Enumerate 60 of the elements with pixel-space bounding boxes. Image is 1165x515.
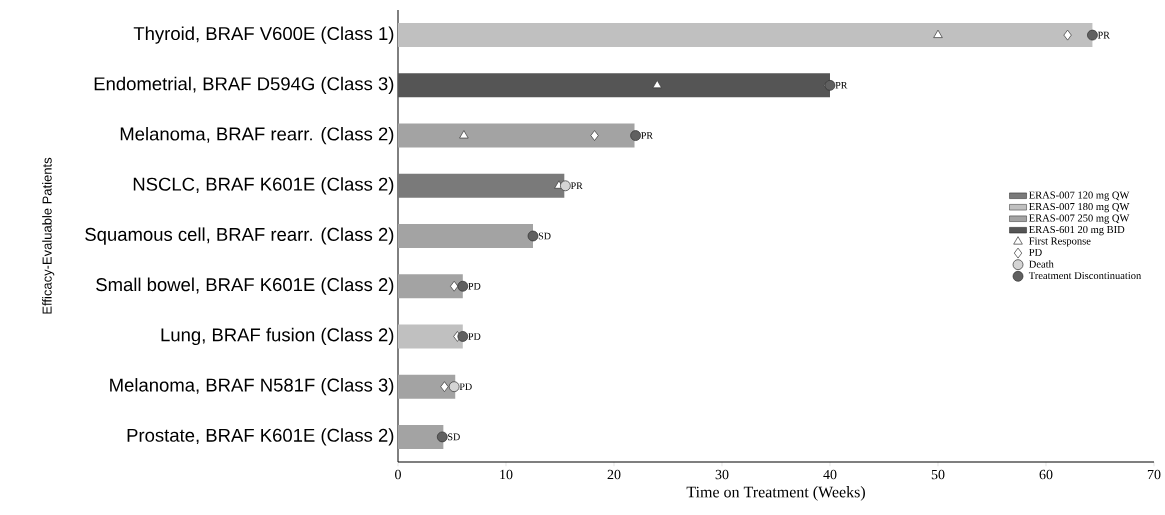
point [1087,29,1098,41]
bar [398,224,533,249]
x-tick-label: 30 [715,469,729,480]
point [630,130,641,141]
point [457,331,469,342]
legend-label: First Response [1029,237,1091,247]
y-tick-label: Prostate, BRAF K601E (Class 2) [127,428,394,446]
bar [398,274,463,299]
x-tick-label: 20 [607,469,621,480]
point [933,29,943,38]
x-axis-title: Time on Treatment (Weeks) [686,486,865,501]
legend-label: Death [1029,260,1054,268]
x-tick-label: 10 [500,469,513,480]
point [560,180,571,192]
point [440,381,449,393]
bar [398,173,565,198]
annotation: SD [538,232,551,240]
annotation: PR [641,132,654,139]
legend-label: ERAS-007 250 mg QW [1029,214,1130,224]
bar [398,123,635,148]
point [450,280,459,292]
y-axis-title: Efficacy-Evaluable Patients [42,157,55,314]
legend-label: PD [1029,248,1042,256]
x-tick-label: 40 [823,469,837,480]
y-tick-label: Small bowel, BRAF K601E (Class 2) [96,277,394,295]
x-tick-label: 0 [395,469,401,480]
annotation: PD [468,333,481,340]
annotation: PD [459,383,472,390]
x-tick-label: 70 [1147,469,1161,480]
point [824,80,836,91]
annotation: PR [835,82,848,89]
point [527,230,539,242]
annotation: PR [1097,31,1110,39]
y-tick-label: Thyroid, BRAF V600E (Class 1) [133,26,394,44]
y-tick-label: Lung, BRAF fusion (Class 2) [161,327,394,346]
point [1063,29,1072,41]
point [436,431,448,443]
bar [398,424,444,449]
y-tick-label: Squamous cell, BRAF rearr. (Class 2) [85,227,394,245]
point [590,130,599,141]
point [448,381,460,393]
legend-label: ERAS-007 180 mg QW [1029,203,1130,213]
annotation: PR [570,182,583,190]
y-tick-label: NSCLC, BRAF K601E (Class 2) [133,177,394,195]
legend-label: ERAS-601 20 mg BID [1029,225,1125,236]
bar [398,23,1093,48]
y-tick-label: Melanoma, BRAF N581F (Class 3) [110,378,394,396]
x-tick-label: 60 [1039,469,1053,480]
bar [398,374,456,399]
bar [398,324,463,349]
y-tick-label: Endometrial, BRAF D594G (Class 3) [94,76,394,94]
point [652,80,662,89]
annotation: SD [448,433,460,441]
point [459,130,469,139]
legend-label: ERAS-007 120 mg QW [1029,191,1130,201]
point [457,280,469,292]
annotation: PD [468,282,481,290]
y-tick-label: Melanoma, BRAF rearr. (Class 2) [120,126,394,145]
legend-label: Treatment Discontinuation [1028,272,1142,280]
x-tick-label: 50 [931,469,945,480]
